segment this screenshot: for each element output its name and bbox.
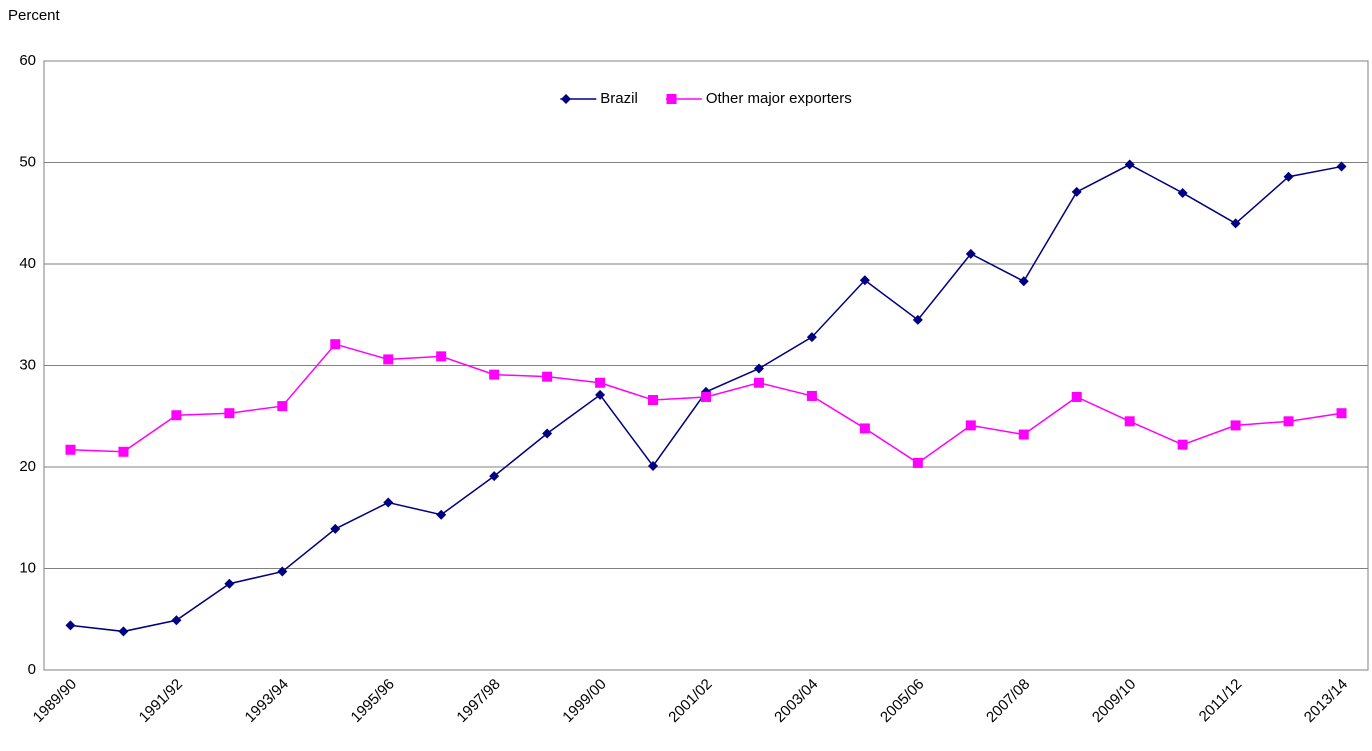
data-point [542, 428, 553, 439]
x-tick-label: 2003/04 [771, 676, 821, 726]
legend-label: Brazil [600, 90, 638, 107]
data-point [1124, 416, 1135, 427]
data-point [171, 410, 182, 421]
data-point [965, 248, 976, 259]
x-tick-label: 1995/96 [348, 676, 398, 726]
data-point [383, 354, 394, 365]
data-point [436, 509, 447, 520]
data-point [489, 471, 500, 482]
data-point [1336, 161, 1347, 172]
data-point [806, 332, 817, 343]
data-point [118, 626, 129, 637]
data-point [383, 497, 394, 508]
data-point [595, 377, 606, 388]
data-point [1336, 408, 1347, 419]
series-line [70, 343, 1342, 464]
data-point [859, 275, 870, 286]
data-point [753, 363, 764, 374]
data-point [1230, 218, 1241, 229]
data-point [701, 391, 711, 402]
x-tick-label: 1989/90 [30, 676, 80, 726]
y-tick-label: 10 [19, 559, 36, 576]
x-tick-label: 2011/12 [1196, 676, 1246, 726]
data-point [330, 339, 341, 350]
data-point [277, 566, 288, 577]
x-tick-label: 2001/02 [665, 676, 715, 726]
data-point [1230, 420, 1241, 431]
data-point [1071, 391, 1082, 402]
data-point [224, 578, 235, 589]
data-point [1283, 416, 1294, 427]
y-tick-label: 60 [19, 52, 36, 69]
data-point [912, 314, 923, 325]
data-point [912, 457, 923, 468]
data-point [65, 444, 76, 455]
data-point [1124, 159, 1135, 170]
data-point [65, 620, 76, 631]
data-point [277, 401, 288, 412]
data-point [118, 446, 129, 457]
x-tick-label: 2009/10 [1089, 676, 1139, 726]
data-point [1071, 186, 1082, 197]
data-point [648, 395, 659, 406]
legend-marker [666, 94, 677, 104]
data-point [753, 377, 764, 388]
data-point [330, 523, 341, 534]
y-tick-label: 0 [28, 661, 36, 678]
data-point [859, 423, 870, 434]
data-point [1283, 171, 1294, 182]
legend-marker [561, 94, 571, 104]
x-tick-label: 1999/00 [559, 676, 609, 726]
y-axis-label: Percent [8, 7, 61, 24]
y-tick-label: 20 [19, 458, 36, 475]
x-tick-label: 1991/92 [136, 676, 186, 726]
x-tick-label: 1997/98 [453, 676, 503, 726]
data-point [1177, 439, 1188, 450]
y-tick-label: 50 [19, 153, 36, 170]
x-tick-label: 1993/94 [242, 676, 292, 726]
plot-frame [43, 60, 1369, 671]
data-point [965, 420, 976, 431]
data-point [542, 371, 553, 382]
data-point [595, 389, 606, 400]
x-tick-label: 2013/14 [1301, 676, 1351, 726]
data-point [1018, 429, 1029, 440]
data-point [436, 351, 447, 362]
data-point [224, 408, 235, 419]
y-tick-label: 40 [19, 255, 36, 272]
y-tick-label: 30 [19, 356, 36, 373]
data-point [648, 460, 659, 471]
data-point [806, 390, 817, 401]
x-tick-label: 2007/08 [983, 676, 1033, 726]
legend: Brazil Other major exporters [560, 90, 852, 107]
x-tick-label: 2005/06 [877, 676, 927, 726]
data-point [1177, 187, 1188, 198]
legend-label: Other major exporters [706, 90, 852, 107]
data-point [171, 615, 182, 626]
data-point [489, 369, 500, 380]
data-point [1018, 276, 1029, 287]
